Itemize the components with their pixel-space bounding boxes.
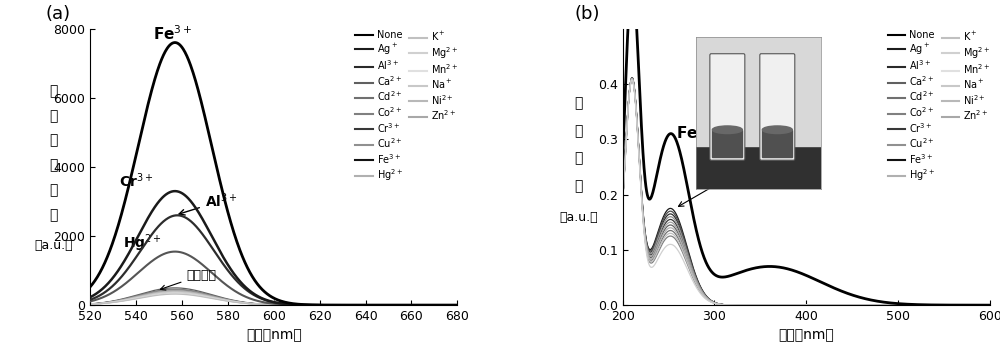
Text: 度: 度	[574, 179, 583, 193]
Text: Fe$^{3+}$: Fe$^{3+}$	[153, 24, 192, 43]
Text: Cr$^{3+}$: Cr$^{3+}$	[119, 171, 153, 190]
Text: 荧: 荧	[49, 84, 57, 98]
Text: 强: 强	[49, 183, 57, 197]
Text: （a.u.）: （a.u.）	[34, 239, 73, 252]
X-axis label: 波长（nm）: 波长（nm）	[778, 328, 834, 342]
X-axis label: 波长（nm）: 波长（nm）	[246, 328, 302, 342]
Text: 射: 射	[49, 159, 57, 173]
Text: （a.u.）: （a.u.）	[559, 211, 598, 224]
Text: Hg$^{2+}$: Hg$^{2+}$	[123, 233, 162, 254]
Text: Al$^{3+}$: Al$^{3+}$	[179, 192, 238, 215]
Text: 光: 光	[49, 109, 57, 123]
Text: 发: 发	[49, 134, 57, 148]
Text: 度: 度	[49, 208, 57, 222]
Text: (a): (a)	[46, 5, 71, 23]
Text: 其他离子: 其他离子	[678, 168, 749, 206]
Text: Fe$^{3+}$: Fe$^{3+}$	[676, 123, 715, 142]
Text: (b): (b)	[575, 5, 600, 23]
Text: 收: 收	[574, 124, 583, 138]
Text: 强: 强	[574, 151, 583, 165]
Legend: K$^+$, Mg$^{2+}$, Mn$^{2+}$, Na$^+$, Ni$^{2+}$, Zn$^{2+}$: K$^+$, Mg$^{2+}$, Mn$^{2+}$, Na$^+$, Ni$…	[407, 28, 460, 124]
Legend: K$^+$, Mg$^{2+}$, Mn$^{2+}$, Na$^+$, Ni$^{2+}$, Zn$^{2+}$: K$^+$, Mg$^{2+}$, Mn$^{2+}$, Na$^+$, Ni$…	[940, 28, 992, 124]
Text: 吸: 吸	[574, 96, 583, 110]
Text: 其他离子: 其他离子	[160, 269, 216, 290]
